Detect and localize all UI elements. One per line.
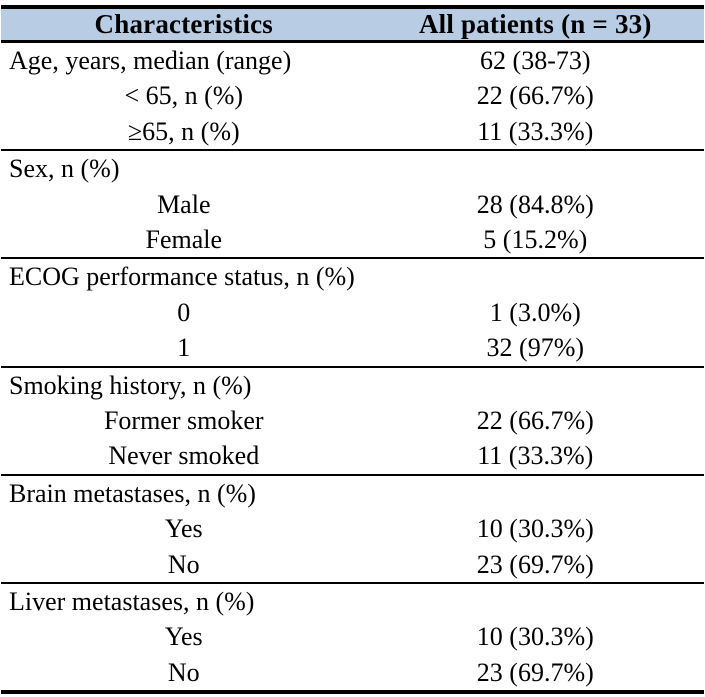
row-label: Sex, n (%) [1, 149, 367, 187]
table-row: Smoking history, n (%) [1, 365, 704, 403]
column-header-characteristics: Characteristics [1, 7, 367, 43]
row-label: No [167, 549, 200, 579]
row-label: Never smoked [108, 441, 260, 471]
table-row: ≥65, n (%) 11 (33.3%) [1, 114, 704, 150]
table-row: No 23 (69.7%) [1, 546, 704, 582]
row-label: Smoking history, n (%) [1, 365, 367, 403]
table-row: Brain metastases, n (%) [1, 473, 704, 512]
table-row: Sex, n (%) [1, 149, 704, 187]
row-label: Age, years, median (range) [9, 46, 292, 76]
table-row: 0 1 (3.0%) [1, 295, 704, 330]
row-value: 28 (84.8%) [476, 189, 594, 219]
table-row: Former smoker 22 (66.7%) [1, 403, 704, 438]
row-label: Male [157, 189, 211, 219]
table-row: 1 32 (97%) [1, 330, 704, 366]
table-row: Male 28 (84.8%) [1, 187, 704, 222]
row-label: Yes [164, 514, 203, 544]
header-row: Characteristics All patients (n = 33) [1, 7, 704, 43]
row-value: 62 (38-73) [480, 46, 591, 76]
row-value: 10 (30.3%) [476, 622, 594, 652]
table-row: < 65, n (%) 22 (66.7%) [1, 78, 704, 113]
row-value: 11 (33.3%) [477, 116, 594, 146]
table-body: Age, years, median (range) 62 (38-73) < … [1, 42, 704, 693]
table-row: Liver metastases, n (%) [1, 581, 704, 620]
row-value: 10 (30.3%) [476, 514, 594, 544]
table-row: Yes 10 (30.3%) [1, 511, 704, 546]
row-value [366, 581, 704, 620]
row-label: Brain metastases, n (%) [1, 473, 367, 512]
row-value: 1 (3.0%) [489, 297, 581, 327]
table-row: Age, years, median (range) 62 (38-73) [1, 42, 704, 79]
patient-characteristics-table: Characteristics All patients (n = 33) Ag… [1, 5, 704, 695]
row-label: 0 [177, 297, 191, 327]
table-row: Female 5 (15.2%) [1, 222, 704, 258]
table-row: ECOG performance status, n (%) [1, 257, 704, 295]
row-value: 11 (33.3%) [477, 441, 594, 471]
row-label: Former smoker [103, 405, 264, 435]
row-value: 22 (66.7%) [476, 405, 594, 435]
row-value [366, 257, 704, 295]
row-label: Liver metastases, n (%) [1, 581, 367, 620]
row-label: 1 [177, 333, 191, 363]
row-label: Yes [164, 622, 203, 652]
row-label: Female [145, 225, 223, 254]
row-value: 22 (66.7%) [476, 81, 594, 111]
row-value [366, 473, 704, 512]
table-row: No 23 (69.7%) [1, 655, 704, 692]
row-value [366, 149, 704, 187]
row-value: 5 (15.2%) [483, 225, 588, 254]
row-label: ECOG performance status, n (%) [1, 257, 367, 295]
row-value: 32 (97%) [486, 333, 585, 363]
table-row: Yes 10 (30.3%) [1, 619, 704, 654]
row-value [366, 365, 704, 403]
row-label: No [167, 657, 200, 687]
row-label: < 65, n (%) [124, 81, 244, 111]
row-value: 23 (69.7%) [476, 657, 594, 687]
row-value: 23 (69.7%) [476, 549, 594, 579]
row-label: ≥65, n (%) [127, 116, 240, 146]
column-header-all-patients: All patients (n = 33) [366, 7, 704, 43]
table-row: Never smoked 11 (33.3%) [1, 438, 704, 474]
